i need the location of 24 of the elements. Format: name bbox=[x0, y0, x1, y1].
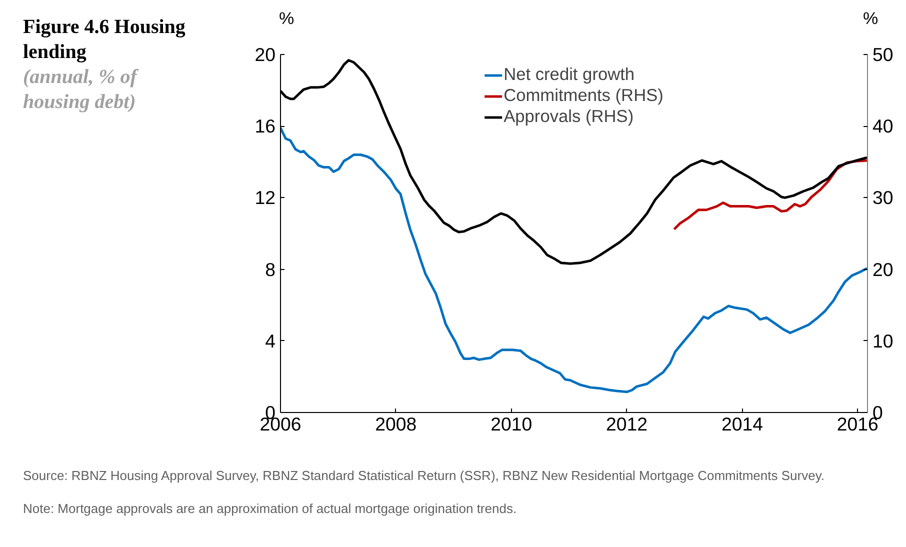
x-tick-label: 2008 bbox=[375, 414, 417, 434]
legend-label: Net credit growth bbox=[504, 64, 635, 85]
x-tick-label: 2010 bbox=[490, 414, 532, 434]
text: Note: Mortgage approvals are an approximation of actual mortgage origination trends. bbox=[23, 500, 518, 518]
y2-tick-label: 10 bbox=[872, 330, 894, 352]
y-tick-label: 20 bbox=[254, 44, 276, 65]
text: (annual, % of housing debt) bbox=[23, 65, 140, 115]
y2-axis-title: % bbox=[863, 8, 878, 30]
y2-tick-label: 50 bbox=[872, 44, 894, 65]
text: Figure 4.6 Housing lending bbox=[23, 15, 186, 65]
y-tick-label: 16 bbox=[254, 116, 276, 137]
y-tick-label: 4 bbox=[265, 330, 276, 352]
y2-tick-label: 20 bbox=[872, 258, 894, 280]
y-axis-title: % bbox=[279, 8, 294, 30]
y-tick-label: 12 bbox=[254, 187, 276, 208]
line-series bbox=[280, 126, 868, 394]
source-note: Source: RBNZ Housing Approval Survey, RBNZ Standard Statistical Return (SSR), RBNZ New Residential Mortgage Commitments Survey. bbox=[23, 467, 824, 485]
y-tick-label: 8 bbox=[265, 258, 276, 280]
y2-tick-label: 40 bbox=[872, 116, 894, 137]
x-tick-label: 2012 bbox=[606, 414, 648, 434]
x-tick-label: 2014 bbox=[722, 414, 764, 434]
legend-label: Approvals (RHS) bbox=[504, 106, 634, 127]
y2-tick-label: 30 bbox=[872, 187, 894, 208]
legend-label: Commitments (RHS) bbox=[504, 85, 664, 106]
